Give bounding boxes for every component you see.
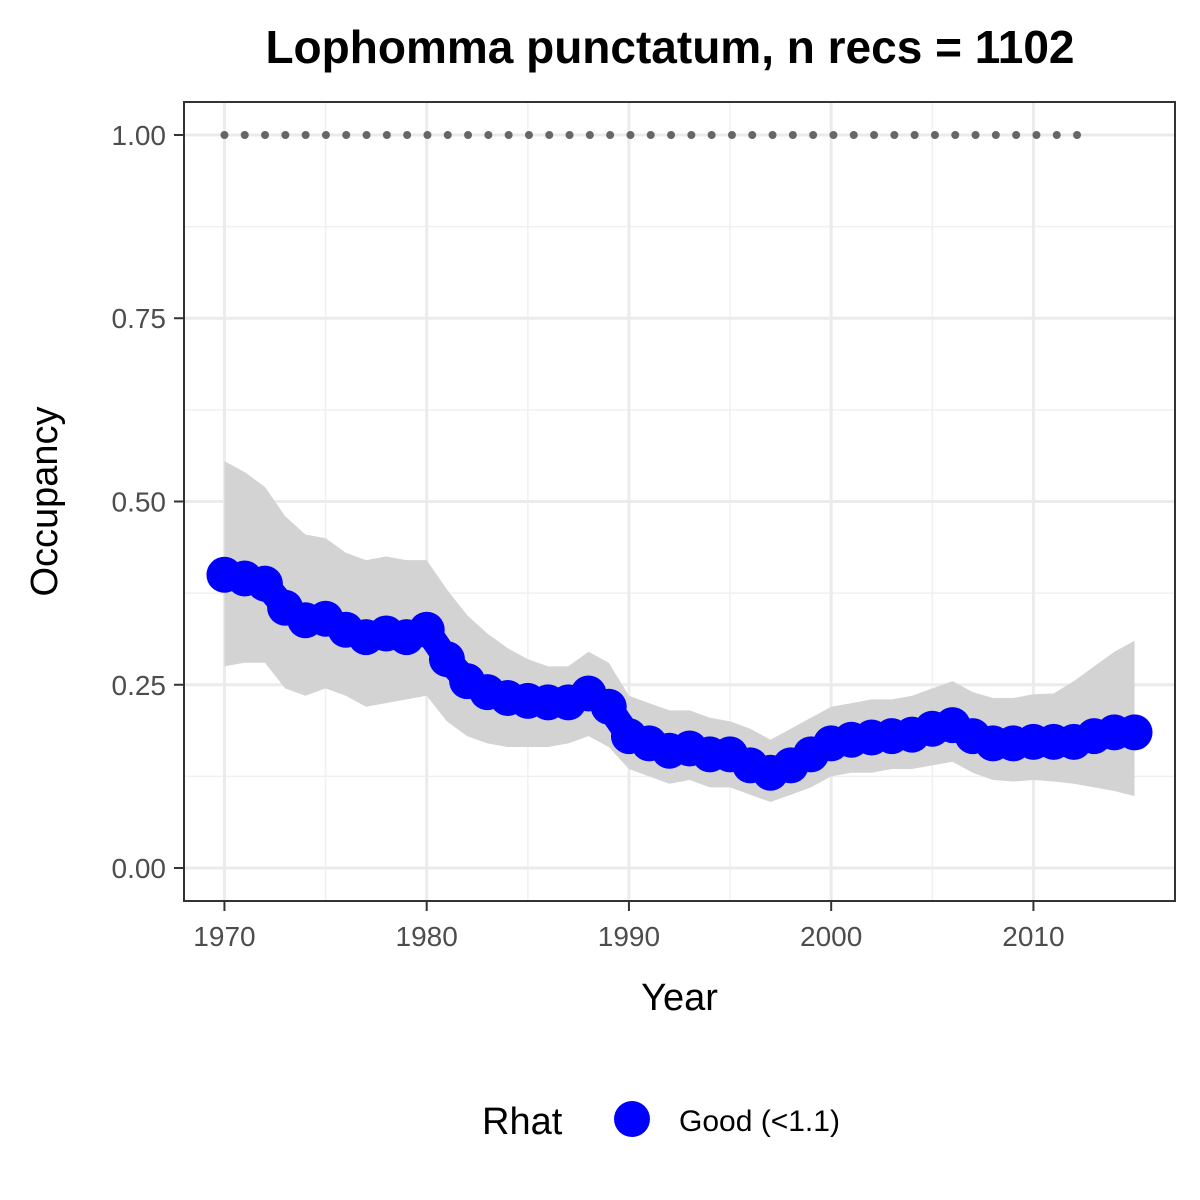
y-axis-title: Occupancy [24,406,66,596]
y-tick-label: 0.50 [112,487,167,518]
data-point [1116,714,1153,751]
y-tick-label: 1.00 [112,120,167,151]
x-tick-label: 1970 [193,921,255,952]
legend-key-good [614,1101,650,1137]
data-point [590,688,627,725]
data-point [246,565,283,602]
data-point [408,611,445,648]
x-tick-label: 1990 [598,921,660,952]
series-layer [206,556,1153,791]
chart-title: Lophomma punctatum, n recs = 1102 [265,21,1074,73]
x-tick-label: 1980 [396,921,458,952]
x-axis-title: Year [641,977,718,1019]
confidence-ribbon [224,461,1135,803]
x-tick-label: 2010 [1002,921,1064,952]
confidence-ribbon-layer [224,461,1135,803]
legend: Rhat Good (<1.1) [482,1101,840,1143]
x-tick-label: 2000 [800,921,862,952]
y-tick-label: 0.00 [112,853,167,884]
axes: 1970 1980 1990 2000 2010 0.00 0.25 0.50 0.75 1.00 [112,120,1065,952]
legend-label-good: Good (<1.1) [679,1105,840,1138]
y-tick-label: 0.25 [112,670,167,701]
y-tick-label: 0.75 [112,303,167,334]
legend-title: Rhat [482,1101,563,1143]
